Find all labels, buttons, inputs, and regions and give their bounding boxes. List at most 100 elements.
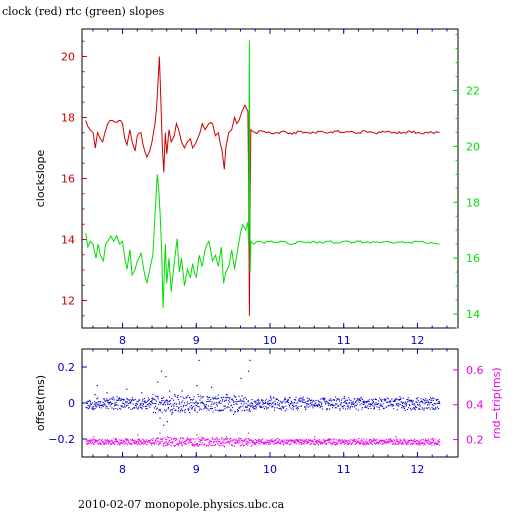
offset-point [328,403,330,405]
rnd-trip-point [298,440,300,442]
offset-point [317,399,319,401]
offset-point [130,402,132,404]
rnd-trip-point [250,445,252,447]
offset-point [196,405,198,407]
offset-point [198,395,200,397]
offset-point [409,405,411,407]
rnd-trip-point [171,442,173,444]
rnd-trip-point [141,442,143,444]
offset-point [87,404,89,406]
offset-point [95,406,97,408]
rnd-trip-point [390,438,392,440]
offset-point [217,394,219,396]
rnd-trip-point [165,445,167,447]
offset-point [231,398,233,400]
offset-point [363,400,365,402]
rnd-trip-point [328,439,330,441]
rnd-trip-point [137,438,139,440]
offset-point [372,402,374,404]
offset-point [305,409,307,411]
rnd-trip-point [397,441,399,443]
rnd-trip-point [315,442,317,444]
offset-point [239,398,241,400]
rnd-trip-point [191,444,193,446]
offset-point [219,400,221,402]
offset-point [178,403,180,405]
rnd-trip-point [437,442,439,444]
rnd-trip-point [103,443,105,445]
offset-point [361,403,363,405]
offset-point [227,406,229,408]
rnd-trip-point [362,441,364,443]
offset-point [214,397,216,399]
rnd-trip-point [266,439,268,441]
offset-point [232,399,234,401]
offset-point [204,407,206,409]
offset-point [129,399,131,401]
offset-point [371,402,373,404]
offset-point [348,402,350,404]
offset-point [96,402,98,404]
offset-point [241,395,243,397]
offset-point [118,399,120,401]
offset-point [260,405,262,407]
rnd-trip-point [264,441,266,443]
offset-point [252,403,254,405]
rnd-trip-point [180,437,182,439]
rnd-trip-point [338,439,340,441]
offset-outlier-point [160,370,163,372]
offset-point [288,397,290,399]
offset-point [435,407,437,409]
rnd-trip-point [210,444,212,446]
offset-point [140,404,142,406]
rnd-trip-point [362,443,364,445]
rnd-trip-point [197,444,199,446]
offset-point [410,407,412,409]
rnd-trip-point [228,442,230,444]
offset-point [152,399,154,401]
rnd-trip-point [239,445,241,447]
rnd-trip-point [296,439,298,441]
rnd-trip-point [207,445,209,447]
rnd-trip-point [283,444,285,446]
offset-point [420,398,422,400]
offset-point [298,400,300,402]
rnd-trip-point [407,444,409,446]
offset-point [274,403,276,405]
offset-point [199,408,201,410]
offset-point [131,397,133,399]
rnd-trip-point [370,439,372,441]
offset-point [398,403,400,405]
rnd-trip-point [227,440,229,442]
offset-point [141,407,143,409]
offset-point [184,402,186,404]
rnd-trip-point [391,440,393,442]
offset-point [198,402,200,404]
rnd-trip-point [339,440,341,442]
offset-point [272,401,274,403]
rnd-trip-point [235,440,237,442]
rnd-trip-point [287,439,289,441]
offset-point [91,407,93,409]
offset-point [287,402,289,404]
footer-caption: 2010-02-07 monopole.physics.ubc.ca [78,498,285,511]
offset-point [139,405,141,407]
offset-point [174,409,176,411]
offset-point [242,400,244,402]
rnd-trip-point [288,440,290,442]
rnd-trip-point [320,441,322,443]
offset-point [355,401,357,403]
rnd-trip-point [186,437,188,439]
offset-point [419,408,421,410]
offset-point [115,408,117,410]
rnd-trip-point [439,444,441,446]
rnd-trip-point [355,441,357,443]
rnd-trip-point [114,441,116,443]
offset-point [375,402,377,404]
rnd-trip-point [282,443,284,445]
offset-outlier-point [157,381,159,383]
offset-point [278,399,280,401]
offset-point [343,405,345,407]
rnd-trip-point [86,443,88,445]
rnd-trip-point [327,438,329,440]
